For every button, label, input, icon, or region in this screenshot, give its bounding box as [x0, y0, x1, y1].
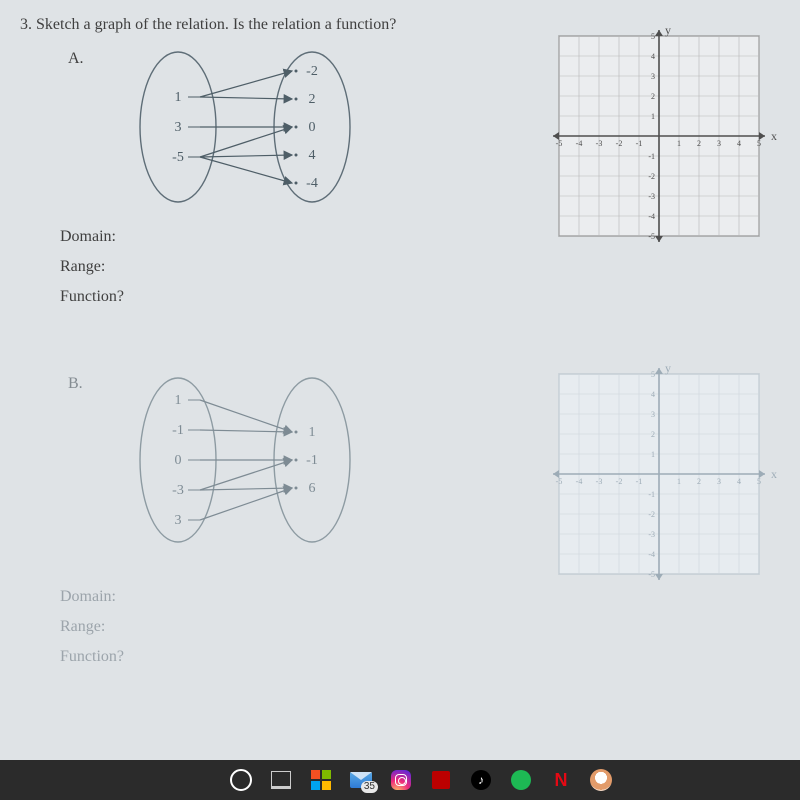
- mapping-diagram-a: 1 3 -5 -2 2 0 4 -4: [130, 42, 360, 212]
- range-label: Range:: [60, 612, 124, 642]
- svg-text:-1: -1: [306, 453, 318, 468]
- svg-text:y: y: [665, 362, 671, 375]
- question-number: 3.: [20, 16, 32, 33]
- coordinate-grid-a: -5 -4 -3 -2 -1 1 2 3 4 5 -5 -4 -3 -2 -1 1 2 3 4 5 x y: [540, 24, 788, 248]
- part-b-answer-fields: Domain: Range: Function?: [60, 582, 124, 672]
- svg-text:2: 2: [651, 92, 655, 101]
- svg-text:5: 5: [757, 139, 761, 148]
- svg-text:-2: -2: [306, 64, 318, 79]
- svg-text:5: 5: [651, 32, 655, 41]
- part-a-answer-fields: Domain: Range: Function?: [60, 222, 124, 312]
- svg-text:-2: -2: [616, 477, 623, 486]
- svg-text:1: 1: [651, 450, 655, 459]
- function-label: Function?: [60, 642, 124, 672]
- svg-text:3: 3: [651, 72, 655, 81]
- instagram-icon[interactable]: [390, 769, 412, 791]
- svg-text:5: 5: [651, 370, 655, 379]
- svg-text:3: 3: [717, 477, 721, 486]
- svg-text:-3: -3: [172, 483, 184, 498]
- svg-text:-1: -1: [636, 139, 643, 148]
- mail-icon[interactable]: 35: [350, 769, 372, 791]
- svg-text:2: 2: [697, 139, 701, 148]
- svg-text:-4: -4: [306, 176, 318, 191]
- svg-text:-1: -1: [172, 423, 184, 438]
- coordinate-grid-b: -5 -4 -3 -2 -1 1 2 3 4 5 -5 -4 -3 -2 -1 1 2 3 4 5 x y: [540, 362, 788, 586]
- worksheet-page: 3. Sketch a graph of the relation. Is th…: [0, 0, 800, 760]
- svg-text:-3: -3: [596, 477, 603, 486]
- part-a-label: A.: [68, 50, 84, 68]
- svg-text:-5: -5: [648, 570, 655, 579]
- svg-text:-5: -5: [172, 150, 184, 165]
- svg-text:4: 4: [737, 477, 741, 486]
- mapping-diagram-b: 1 -1 0 -3 3 1 -1 6: [130, 365, 360, 555]
- svg-text:3: 3: [651, 410, 655, 419]
- svg-text:5: 5: [757, 477, 761, 486]
- svg-text:1: 1: [175, 393, 182, 408]
- svg-text:-2: -2: [648, 510, 655, 519]
- svg-text:4: 4: [737, 139, 741, 148]
- svg-text:-5: -5: [556, 477, 563, 486]
- windows-taskbar[interactable]: 35 ♪ N: [0, 760, 800, 800]
- youtube-icon[interactable]: [430, 769, 452, 791]
- domain-label: Domain:: [60, 582, 124, 612]
- svg-text:6: 6: [309, 481, 316, 496]
- svg-text:x: x: [771, 129, 777, 143]
- microsoft-store-icon[interactable]: [310, 769, 332, 791]
- svg-text:y: y: [665, 24, 671, 37]
- svg-text:1: 1: [309, 425, 316, 440]
- svg-text:1: 1: [677, 477, 681, 486]
- svg-text:3: 3: [175, 120, 182, 135]
- svg-text:-2: -2: [616, 139, 623, 148]
- cortana-icon[interactable]: [230, 769, 252, 791]
- question-text: Sketch a graph of the relation. Is the r…: [36, 16, 396, 33]
- svg-text:-1: -1: [636, 477, 643, 486]
- svg-text:2: 2: [651, 430, 655, 439]
- mail-badge: 35: [361, 781, 378, 793]
- tiktok-icon[interactable]: ♪: [470, 769, 492, 791]
- function-label: Function?: [60, 282, 124, 312]
- domain-label: Domain:: [60, 222, 124, 252]
- svg-text:1: 1: [175, 90, 182, 105]
- svg-text:3: 3: [717, 139, 721, 148]
- svg-text:-4: -4: [648, 550, 655, 559]
- svg-text:0: 0: [309, 120, 316, 135]
- svg-text:1: 1: [677, 139, 681, 148]
- svg-text:0: 0: [175, 453, 182, 468]
- svg-text:-2: -2: [648, 172, 655, 181]
- svg-text:2: 2: [697, 477, 701, 486]
- taskview-icon[interactable]: [270, 769, 292, 791]
- svg-text:-5: -5: [556, 139, 563, 148]
- question-prompt: 3. Sketch a graph of the relation. Is th…: [20, 16, 396, 34]
- svg-text:-5: -5: [648, 232, 655, 241]
- svg-text:-4: -4: [648, 212, 655, 221]
- svg-text:2: 2: [309, 92, 316, 107]
- svg-text:-4: -4: [576, 477, 583, 486]
- svg-text:3: 3: [175, 513, 182, 528]
- svg-text:4: 4: [651, 390, 655, 399]
- netflix-icon[interactable]: N: [550, 769, 572, 791]
- svg-text:x: x: [771, 467, 777, 481]
- svg-text:-3: -3: [648, 192, 655, 201]
- svg-text:-3: -3: [596, 139, 603, 148]
- svg-text:1: 1: [651, 112, 655, 121]
- part-b-label: B.: [68, 375, 83, 393]
- svg-text:-3: -3: [648, 530, 655, 539]
- range-label: Range:: [60, 252, 124, 282]
- svg-text:-4: -4: [576, 139, 583, 148]
- chrome-profile-icon[interactable]: [590, 769, 612, 791]
- svg-text:-1: -1: [648, 152, 655, 161]
- svg-text:4: 4: [309, 148, 316, 163]
- svg-text:4: 4: [651, 52, 655, 61]
- spotify-icon[interactable]: [510, 769, 532, 791]
- svg-text:-1: -1: [648, 490, 655, 499]
